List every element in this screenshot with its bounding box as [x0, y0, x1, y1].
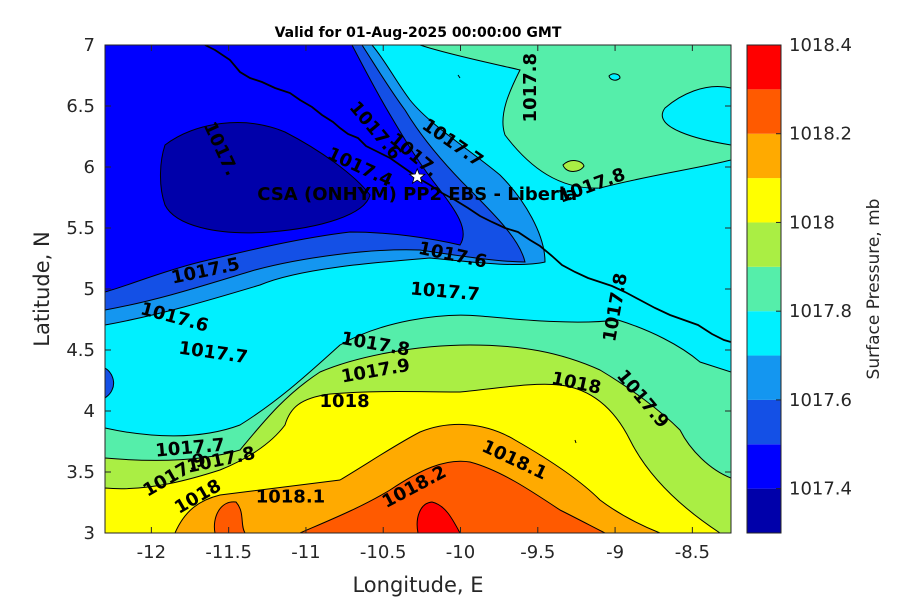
contour-band-1017-8-north [419, 45, 731, 189]
colorbar-tick-label: 1018.2 [789, 124, 852, 145]
contour-band-1018-2 [213, 460, 606, 533]
river-outline [457, 74, 577, 444]
contour-label: 1017.8 [520, 53, 541, 122]
x-tick-label: -9.5 [520, 542, 555, 563]
chart-title: Valid for 01-Aug-2025 00:00:00 GMT [275, 25, 562, 41]
colorbar-segment [747, 488, 781, 533]
x-tick-label: -11.5 [205, 542, 252, 563]
x-axis-label: Longitude, E [352, 573, 483, 597]
colorbar-segment [747, 222, 781, 267]
plot-area [105, 45, 731, 533]
y-tick-label: 4 [84, 401, 95, 422]
colorbar-segment [747, 266, 781, 312]
y-tick-label: 4.5 [66, 340, 95, 361]
colorbar-frame [746, 44, 782, 534]
contour-island-1017-7 [608, 73, 621, 81]
colorbar: 1017.4 1017.6 1017.8 1018 1018.2 1018.4 [747, 35, 852, 533]
colorbar-label: Surface Pressure, mb [864, 199, 884, 380]
y-tick-label: 5.5 [66, 218, 95, 239]
colorbar-tick-label: 1017.6 [789, 390, 852, 411]
site-marker: CSA (ONHYM) PP2 EBS - Liberia [257, 167, 577, 205]
contour-label: 1018.1 [256, 486, 325, 507]
y-tick-label: 6 [84, 157, 95, 178]
colorbar-segment [747, 355, 781, 400]
x-tick-label: -10 [446, 542, 475, 563]
x-tick-label: -8.5 [675, 542, 710, 563]
contour-band-1017-5-sw [105, 367, 115, 399]
colorbar-tick-label: 1017.4 [789, 479, 852, 500]
colorbar-segment [747, 444, 781, 489]
coastline [204, 45, 731, 343]
y-tick-label: 5 [84, 279, 95, 300]
x-tick-label: -10.5 [360, 542, 407, 563]
colorbar-segment [747, 178, 781, 223]
contour-island-1017-9 [562, 160, 585, 172]
site-star-icon [408, 167, 426, 185]
contour-band-1018-3 [416, 501, 461, 533]
colorbar-segment [747, 311, 781, 356]
y-tick-label: 3.5 [66, 462, 95, 483]
colorbar-segment [747, 399, 781, 445]
site-label: CSA (ONHYM) PP2 EBS - Liberia [257, 184, 577, 205]
x-tick-label: -12 [137, 542, 166, 563]
colorbar-segment [747, 133, 781, 179]
contour-label: 1018 [320, 391, 370, 412]
y-axis-label: Latitude, N [30, 231, 54, 347]
colorbar-tick-label: 1018.4 [789, 35, 852, 56]
colorbar-segment [747, 45, 781, 90]
y-tick-label: 3 [84, 523, 95, 544]
y-tick-label: 6.5 [66, 96, 95, 117]
x-tick-label: -11 [291, 542, 320, 563]
y-axis: 3 3.5 4 4.5 5 5.5 6 6.5 7 [66, 35, 731, 544]
contour-band-1017-3 [160, 122, 371, 234]
colorbar-tick-label: 1017.8 [789, 301, 852, 322]
colorbar-tick-label: 1018 [789, 212, 835, 233]
x-axis: -12 -11.5 -11 -10.5 -10 -9.5 -9 -8.5 [137, 45, 710, 563]
x-tick-label: -9 [606, 542, 624, 563]
y-tick-label: 7 [84, 35, 95, 56]
colorbar-segment [747, 89, 781, 134]
